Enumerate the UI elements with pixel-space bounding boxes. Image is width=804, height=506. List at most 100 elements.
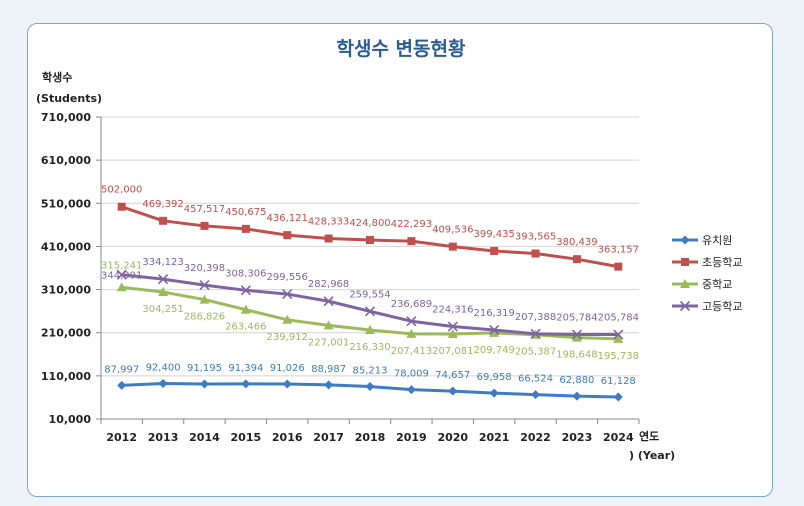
y-tick-label: 210,000 bbox=[41, 327, 91, 340]
data-label: 428,333 bbox=[308, 217, 349, 228]
data-label: 198,648 bbox=[556, 350, 597, 361]
legend-item: 고등학교 bbox=[672, 300, 742, 313]
marker-diamond bbox=[406, 385, 416, 395]
data-label: 457,517 bbox=[184, 204, 225, 215]
y-tick-label: 410,000 bbox=[41, 240, 91, 253]
x-tick-label: 2016 bbox=[272, 431, 303, 444]
data-label: 282,968 bbox=[308, 279, 349, 290]
marker-x bbox=[282, 289, 293, 300]
marker-x-stroke bbox=[116, 269, 127, 280]
marker-square bbox=[448, 242, 457, 251]
data-label: 236,689 bbox=[391, 299, 432, 310]
marker-square bbox=[117, 202, 126, 211]
marker-diamond bbox=[680, 235, 690, 245]
marker-diamond bbox=[448, 386, 458, 396]
data-label: 315,241 bbox=[101, 260, 142, 271]
legend-item: 유치원 bbox=[672, 234, 732, 247]
data-label: 62,880 bbox=[559, 375, 594, 386]
marker-square bbox=[681, 258, 689, 266]
x-tick-label: 2022 bbox=[520, 431, 551, 444]
data-label: 74,657 bbox=[435, 370, 470, 381]
legend-item: 초등학교 bbox=[672, 256, 742, 269]
x-tick-label: 2014 bbox=[189, 431, 220, 444]
marker-x-stroke bbox=[530, 328, 541, 339]
data-label: 205,387 bbox=[515, 347, 556, 358]
data-label: 424,800 bbox=[349, 218, 390, 229]
marker-diamond bbox=[489, 388, 499, 398]
legend-label: 유치원 bbox=[702, 234, 732, 247]
marker-x-stroke bbox=[679, 300, 691, 312]
marker-diamond bbox=[531, 390, 541, 400]
marker-triangle bbox=[613, 333, 624, 343]
marker-diamond bbox=[241, 379, 251, 389]
y-tick-label: 310,000 bbox=[41, 284, 91, 297]
marker-x bbox=[489, 324, 500, 336]
marker-triangle bbox=[406, 328, 417, 338]
marker-square bbox=[283, 231, 292, 240]
marker-x-stroke bbox=[406, 316, 417, 327]
legend-label: 고등학교 bbox=[702, 300, 742, 313]
marker-x-stroke bbox=[613, 329, 624, 340]
x-axis-sublabel: ) (Year) bbox=[629, 449, 675, 462]
marker-x bbox=[364, 306, 376, 317]
data-label: 380,439 bbox=[556, 237, 597, 248]
data-label: 91,195 bbox=[187, 363, 222, 374]
data-label: 207,413 bbox=[391, 346, 432, 357]
marker-diamond bbox=[282, 379, 292, 389]
marker-triangle bbox=[158, 287, 169, 297]
marker-square bbox=[407, 237, 416, 246]
data-label: 393,565 bbox=[515, 232, 556, 243]
y-tick-label: 510,000 bbox=[41, 197, 91, 210]
marker-x-stroke bbox=[571, 329, 582, 340]
marker-x bbox=[571, 329, 582, 340]
marker-square bbox=[200, 221, 209, 230]
marker-triangle bbox=[489, 327, 500, 337]
marker-x bbox=[447, 321, 458, 332]
x-tick-label: 2012 bbox=[106, 431, 137, 444]
data-label: 224,316 bbox=[432, 305, 473, 316]
chart-title: 학생수 변동현황 bbox=[337, 37, 466, 60]
data-label: 450,675 bbox=[225, 207, 266, 218]
marker-triangle bbox=[680, 279, 690, 288]
marker-square bbox=[159, 216, 168, 225]
marker-square bbox=[531, 249, 540, 258]
marker-x bbox=[406, 316, 417, 327]
data-label: 209,749 bbox=[473, 345, 514, 356]
marker-diamond bbox=[158, 378, 168, 388]
series-lines bbox=[116, 202, 624, 402]
y-tick-label: 610,000 bbox=[41, 154, 91, 167]
data-label: 436,121 bbox=[267, 213, 308, 224]
marker-x-stroke bbox=[323, 296, 334, 307]
marker-diamond bbox=[199, 379, 209, 389]
data-label: 91,026 bbox=[270, 363, 305, 374]
data-label: 502,000 bbox=[101, 185, 142, 196]
marker-x bbox=[613, 329, 624, 340]
legend-label: 초등학교 bbox=[702, 256, 742, 269]
series-1 bbox=[117, 378, 623, 402]
data-label: 320,398 bbox=[184, 263, 225, 274]
marker-triangle bbox=[240, 304, 251, 314]
data-label: 308,306 bbox=[225, 268, 266, 279]
data-label: 344,391 bbox=[101, 271, 142, 282]
marker-x bbox=[679, 300, 691, 312]
marker-x-stroke bbox=[240, 285, 251, 296]
data-label: 227,001 bbox=[308, 337, 349, 348]
data-labels: 87,997 92,400 91,195 91,394 91,026 88,987 85,2… bbox=[101, 185, 639, 387]
marker-triangle bbox=[199, 294, 210, 304]
legend-label: 중학교 bbox=[702, 278, 732, 291]
marker-x-stroke bbox=[489, 324, 500, 336]
marker-diamond bbox=[613, 392, 623, 402]
marker-diamond bbox=[572, 391, 582, 401]
data-label: 304,251 bbox=[142, 304, 183, 315]
x-tick-label: 2019 bbox=[396, 431, 427, 444]
x-tick-label: 2018 bbox=[355, 431, 386, 444]
data-label: 61,128 bbox=[601, 376, 636, 387]
marker-square bbox=[490, 246, 499, 255]
data-label: 299,556 bbox=[267, 272, 308, 283]
x-tick-label: 2013 bbox=[148, 431, 179, 444]
x-tick-label: 2021 bbox=[479, 431, 510, 444]
y-tick-label: 10,000 bbox=[49, 413, 92, 426]
data-label: 87,997 bbox=[104, 364, 139, 375]
legend-item: 중학교 bbox=[672, 278, 732, 291]
x-tick-label: 2024 bbox=[603, 431, 634, 444]
